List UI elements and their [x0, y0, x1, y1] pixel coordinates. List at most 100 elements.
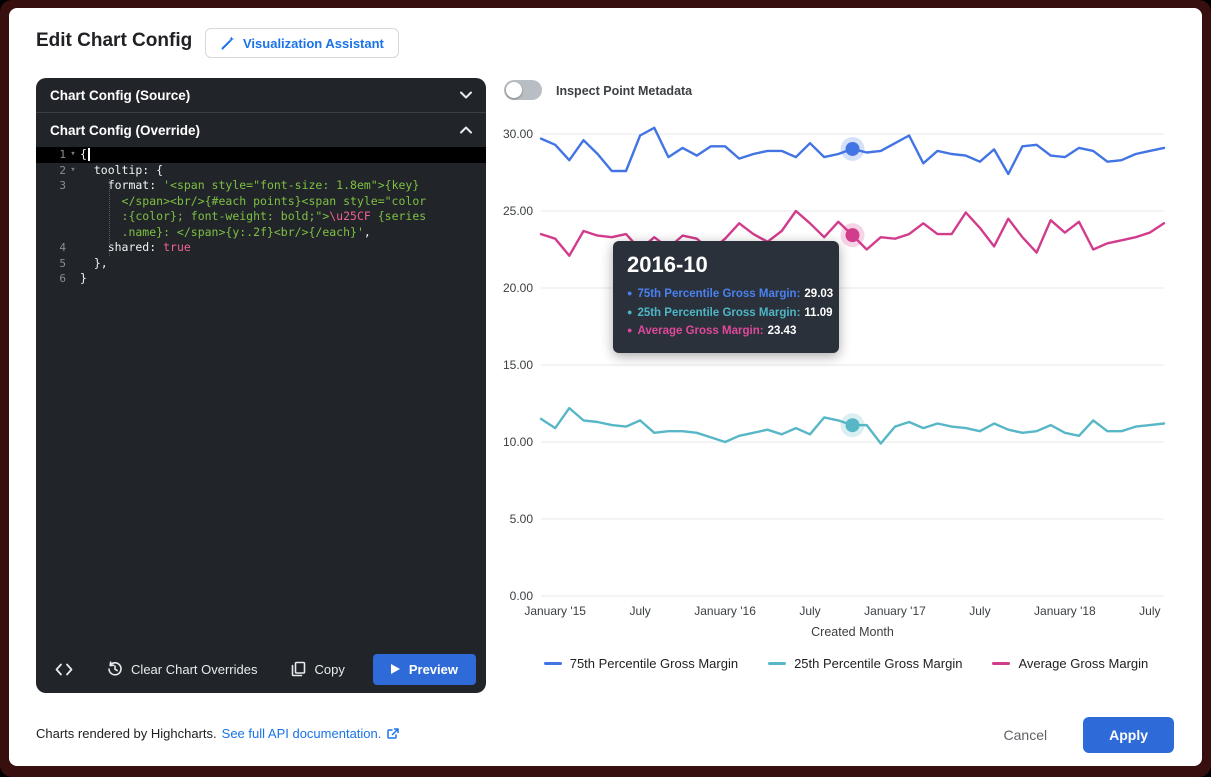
- code-text: shared: true: [80, 240, 191, 254]
- copy-button[interactable]: Copy: [285, 660, 350, 678]
- code-line[interactable]: 3 format: '<span style="font-size: 1.8em…: [36, 178, 486, 194]
- legend-label: 75th Percentile Gross Margin: [569, 656, 739, 671]
- legend-item[interactable]: 25th Percentile Gross Margin: [768, 656, 962, 671]
- tooltip-series-label: 75th Percentile Gross Margin:: [637, 288, 801, 300]
- fold-arrow-icon[interactable]: ▾: [70, 149, 76, 159]
- code-line[interactable]: :{color}; font-weight: bold;">\u25CF {se…: [36, 209, 486, 225]
- api-link-label: See full API documentation.: [221, 726, 382, 741]
- x-axis-title: Created Month: [811, 625, 894, 639]
- clear-chart-overrides-button[interactable]: Clear Chart Overrides: [101, 660, 263, 678]
- code-line[interactable]: .name}: </span>{y:.2f}<br/>{/each}',: [36, 225, 486, 241]
- legend-label: 25th Percentile Gross Margin: [794, 656, 963, 671]
- line-number: 4: [59, 241, 66, 254]
- line-number: [36, 209, 66, 225]
- hovered-point-marker[interactable]: [845, 418, 860, 433]
- fold-spacer: [66, 178, 80, 194]
- inspect-point-metadata-toggle[interactable]: [504, 80, 542, 100]
- fold-spacer: [66, 256, 80, 272]
- chevron-down-icon[interactable]: [460, 91, 472, 99]
- series-bullet-icon: ●: [627, 325, 633, 335]
- tooltip-series-value: 29.03: [804, 288, 834, 300]
- legend-line-swatch: [768, 662, 787, 665]
- chart-config-override-header[interactable]: Chart Config (Override): [36, 113, 486, 147]
- external-link-icon: [386, 727, 400, 741]
- magic-wand-icon: [220, 35, 236, 51]
- code-line[interactable]: 1 ▾ {: [36, 147, 486, 163]
- code-text: :{color}; font-weight: bold;">\u25CF {se…: [80, 209, 427, 223]
- tooltip-series-row: ● 75th Percentile Gross Margin: 29.03: [627, 285, 833, 304]
- code-text: },: [80, 255, 108, 270]
- indent-guide: [109, 179, 110, 256]
- y-axis-tick-label: 15.00: [503, 358, 533, 372]
- code-text: </span><br/>{#each points}<span style="c…: [80, 193, 427, 208]
- copy-label: Copy: [314, 661, 345, 677]
- toggle-knob: [506, 82, 522, 98]
- text-cursor: [87, 148, 90, 161]
- highcharts-credit: Charts rendered by Highcharts. See full …: [36, 726, 400, 741]
- play-icon: [390, 664, 400, 674]
- y-axis-tick-label: 5.00: [510, 512, 534, 526]
- chart-config-editor-panel: Chart Config (Source) Chart Config (Over…: [36, 78, 486, 693]
- tooltip-series-row: ● Average Gross Margin: 23.43: [627, 322, 825, 341]
- x-axis-tick-label: July: [629, 604, 650, 618]
- series-bullet-icon: ●: [627, 306, 633, 317]
- code-line[interactable]: 6}: [36, 271, 486, 287]
- dialog-actions: Cancel Apply: [998, 717, 1174, 753]
- page-title: Edit Chart Config: [36, 30, 193, 51]
- x-axis-tick-label: January '17: [864, 604, 926, 618]
- x-axis-tick-label: January '16: [694, 604, 756, 618]
- chart-tooltip: 2016-10 ● 75th Percentile Gross Margin: 29…: [613, 241, 839, 353]
- api-documentation-link[interactable]: See full API documentation.: [222, 726, 401, 741]
- tooltip-series-label: Average Gross Margin:: [637, 325, 764, 337]
- line-number: [36, 194, 66, 210]
- fold-spacer: [66, 209, 80, 225]
- y-axis-tick-label: 30.00: [503, 127, 533, 141]
- tooltip-series-value: 23.43: [767, 325, 797, 337]
- tooltip-title: 2016-10: [627, 252, 708, 277]
- line-number: [36, 225, 66, 241]
- code-line[interactable]: 5 },: [36, 256, 486, 272]
- series-bullet-icon: ●: [627, 288, 633, 298]
- code-text: .name}: </span>{y:.2f}<br/>{/each}',: [80, 224, 371, 239]
- cancel-button[interactable]: Cancel: [998, 726, 1054, 744]
- x-axis-tick-label: July: [1139, 604, 1160, 618]
- fold-spacer: [66, 240, 80, 256]
- code-line[interactable]: 2 ▾ tooltip: {: [36, 163, 486, 179]
- code-line[interactable]: 4 shared: true: [36, 240, 486, 256]
- code-text: format: '<span style="font-size: 1.8em">…: [80, 178, 420, 192]
- tooltip-series-row: ● 25th Percentile Gross Margin: 11.09: [627, 304, 833, 323]
- line-number: 2: [59, 163, 66, 177]
- chevron-up-icon[interactable]: [460, 126, 472, 134]
- code-editor[interactable]: 1 ▾ {2 ▾ tooltip: {3 format: '<span style="…: [36, 147, 486, 287]
- legend-line-swatch: [992, 662, 1011, 665]
- tooltip-series-label: 25th Percentile Gross Margin:: [637, 306, 801, 319]
- y-axis-tick-label: 25.00: [503, 204, 533, 218]
- inspect-point-metadata-label: Inspect Point Metadata: [556, 84, 693, 98]
- code-view-button[interactable]: [49, 662, 79, 677]
- y-axis-tick-label: 10.00: [503, 435, 533, 449]
- code-line[interactable]: </span><br/>{#each points}<span style="c…: [36, 194, 486, 210]
- visualization-assistant-button[interactable]: Visualization Assistant: [205, 28, 399, 58]
- legend-item[interactable]: Average Gross Margin: [992, 656, 1148, 671]
- x-axis-tick-label: January '15: [524, 604, 586, 618]
- line-number: 1: [59, 148, 66, 161]
- history-icon: [107, 661, 123, 677]
- code-text: tooltip: {: [80, 162, 164, 177]
- edit-chart-config-dialog: Edit Chart Config Visualization Assistan…: [9, 8, 1202, 766]
- x-axis-tick-label: July: [969, 604, 990, 618]
- clear-overrides-label: Clear Chart Overrides: [131, 661, 258, 677]
- code-text: {: [80, 147, 90, 163]
- chart-config-source-header[interactable]: Chart Config (Source): [36, 78, 486, 112]
- tooltip-series-value: 11.09: [804, 306, 833, 319]
- fold-arrow-icon[interactable]: ▾: [70, 164, 76, 175]
- line-chart-plot[interactable]: 30.0025.0020.0015.0010.005.000.00January…: [491, 110, 1196, 650]
- hovered-point-marker[interactable]: [845, 141, 860, 156]
- legend-item[interactable]: 75th Percentile Gross Margin: [543, 656, 739, 671]
- preview-button[interactable]: Preview: [372, 653, 476, 685]
- hovered-point-marker[interactable]: [845, 228, 860, 243]
- source-header-label: Chart Config (Source): [50, 87, 191, 103]
- line-number: 6: [59, 272, 66, 285]
- apply-button[interactable]: Apply: [1083, 717, 1174, 753]
- preview-label: Preview: [408, 661, 458, 677]
